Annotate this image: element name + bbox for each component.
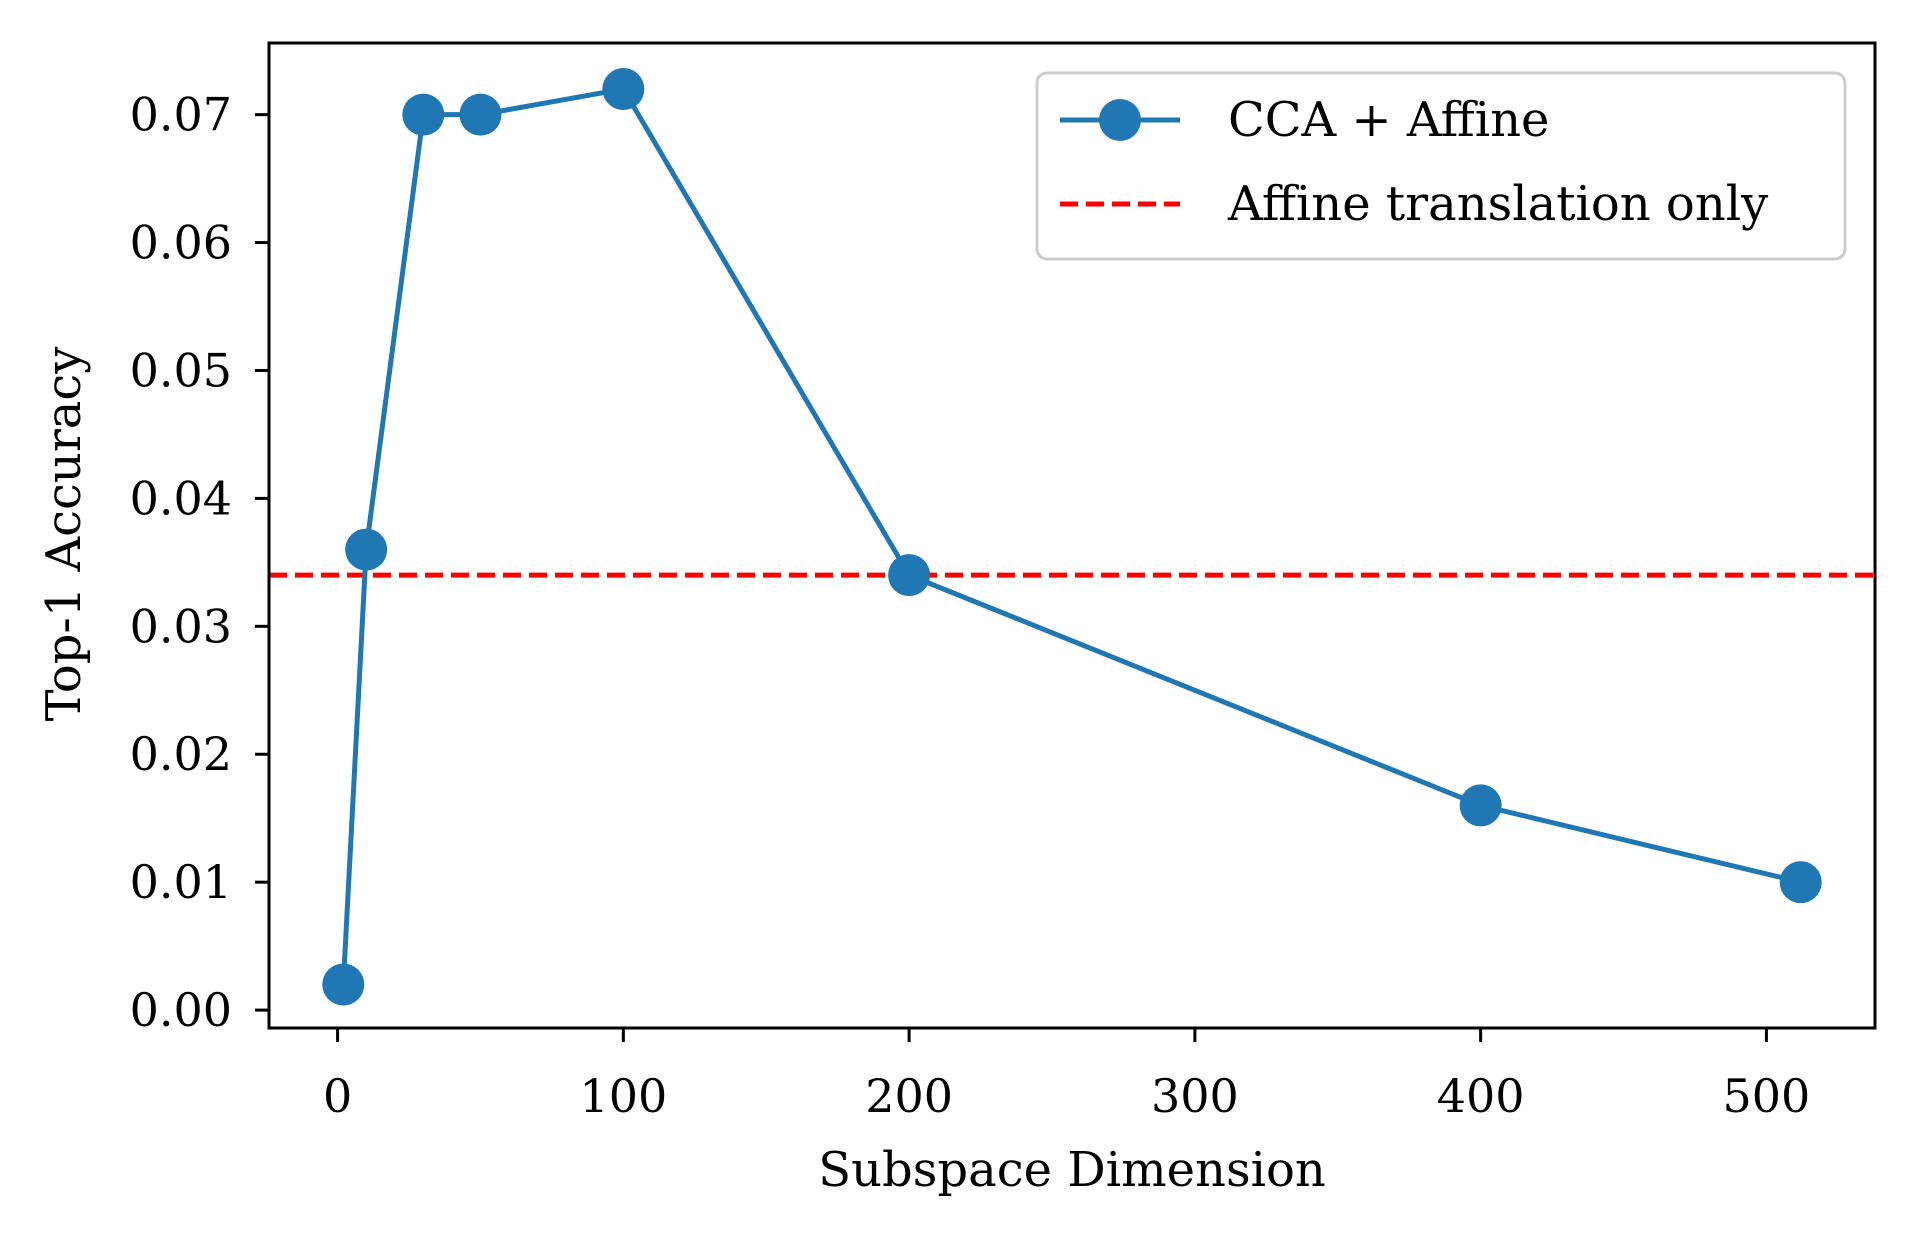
x-tick-label: 400: [1437, 1069, 1525, 1123]
x-tick-label: 300: [1151, 1069, 1239, 1123]
legend: CCA + Affine Affine translation only: [1035, 71, 1847, 261]
plot-frame: [267, 41, 1877, 1030]
y-tick-label: 0.00: [130, 983, 232, 1037]
cca-affine-point: [1779, 861, 1822, 904]
legend-label-affine-only: Affine translation only: [1227, 176, 1768, 232]
cca-affine-point: [1459, 784, 1502, 827]
cca-affine-point: [322, 963, 365, 1006]
legend-box: [1035, 71, 1847, 261]
y-tick-label: 0.05: [130, 343, 232, 397]
x-tick-label: 500: [1723, 1069, 1811, 1123]
cca-affine-line: [340, 86, 1802, 985]
x-tick-label: 100: [579, 1069, 667, 1123]
cca-affine-point: [402, 93, 445, 136]
legend-marker-cca-affine: [1099, 99, 1141, 141]
x-axis-title: Subspace Dimension: [818, 1142, 1326, 1198]
cca-affine-point: [602, 68, 645, 111]
y-axis-ticks: 0.00 0.01 0.02 0.03 0.04 0.05 0.06 0.07: [130, 88, 269, 1037]
cca-affine-point: [888, 554, 931, 597]
cca-affine-point: [345, 528, 388, 571]
y-tick-label: 0.06: [130, 216, 232, 270]
y-tick-label: 0.07: [130, 88, 232, 142]
y-axis-title: Top-1 Accuracy: [36, 347, 92, 722]
cca-affine-point: [459, 93, 502, 136]
y-tick-label: 0.03: [130, 599, 232, 653]
series-layer: [322, 68, 1822, 1006]
y-tick-label: 0.01: [130, 855, 232, 909]
x-tick-label: 200: [865, 1069, 953, 1123]
legend-label-cca-affine: CCA + Affine: [1228, 92, 1549, 148]
y-tick-label: 0.02: [130, 727, 232, 781]
x-tick-label: 0: [323, 1069, 352, 1123]
x-axis-ticks: 0 100 200 300 400 500: [323, 1028, 1810, 1123]
y-tick-label: 0.04: [130, 471, 232, 525]
